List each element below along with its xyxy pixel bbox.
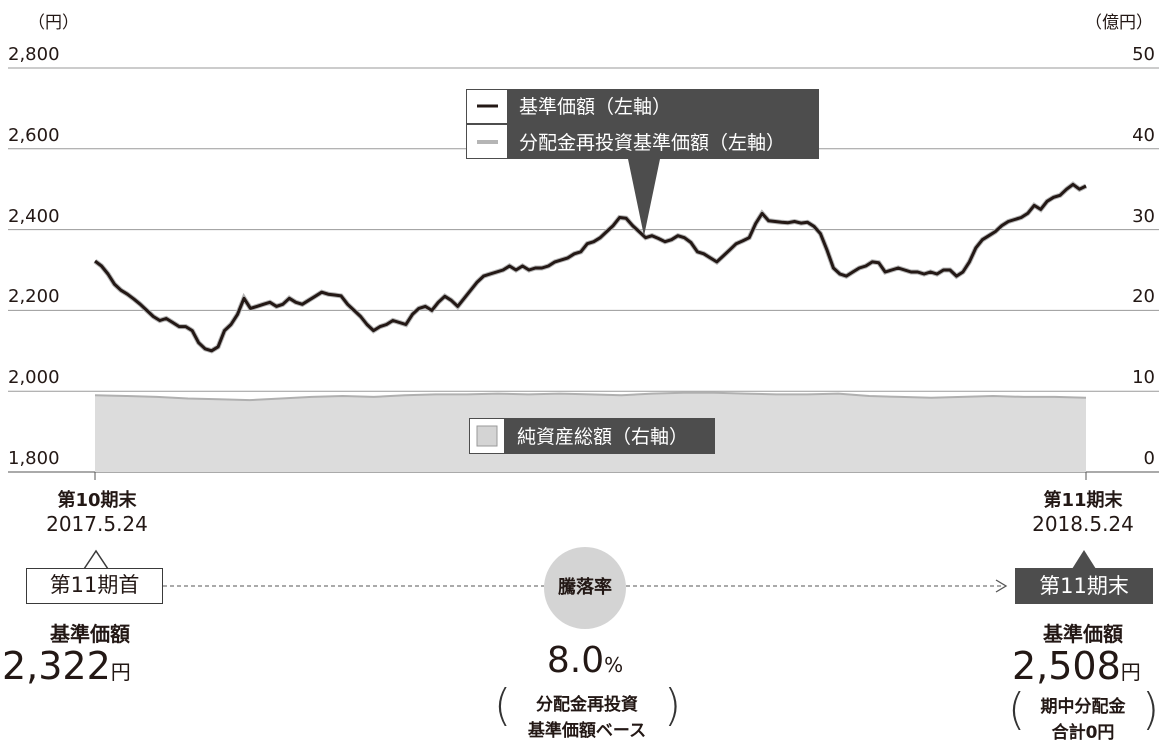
end-nav-label: 基準価額 bbox=[1043, 622, 1123, 646]
legend-lines: 基準価額（左軸） 分配金再投資基準価額（左軸） bbox=[466, 89, 819, 236]
end-pointer bbox=[1072, 550, 1096, 569]
end-period-box: 第11期末 bbox=[1015, 568, 1153, 604]
x-start-period: 第10期末 bbox=[57, 490, 137, 511]
change-unit: % bbox=[604, 653, 624, 677]
x-end-date: 2018.5.24 bbox=[1032, 512, 1134, 536]
left-axis-unit: （円） bbox=[28, 13, 79, 33]
end-nav-unit: 円 bbox=[1120, 660, 1141, 684]
start-nav-label: 基準価額 bbox=[50, 622, 130, 646]
right-axis-tick: 50 bbox=[1132, 44, 1155, 65]
legend-assets-label: 純資産総額（右軸） bbox=[517, 426, 688, 448]
change-rate-badge: 騰落率 bbox=[544, 547, 626, 629]
right-axis-tick: 30 bbox=[1132, 205, 1155, 227]
left-axis-tick: 1,800 bbox=[8, 448, 60, 469]
end-paren-left: ( bbox=[1008, 684, 1026, 735]
change-note-1: 分配金再投資 bbox=[536, 695, 638, 715]
left-axis-tick: 2,000 bbox=[8, 367, 60, 389]
legend-nav-label: 基準価額（左軸） bbox=[519, 96, 671, 118]
start-nav-unit: 円 bbox=[110, 660, 131, 684]
start-nav-value: 2,322 bbox=[2, 644, 111, 688]
left-axis-tick: 2,600 bbox=[8, 124, 60, 146]
left-axis-tick: 2,800 bbox=[8, 44, 60, 65]
end-paren-right: ) bbox=[1142, 684, 1159, 735]
end-note-1: 期中分配金 bbox=[1040, 697, 1126, 717]
legend-assets-box bbox=[469, 418, 715, 454]
right-axis-tick: 0 bbox=[1143, 448, 1155, 469]
change-note-2: 基準価額ベース bbox=[527, 721, 647, 741]
legend-pointer bbox=[628, 159, 660, 236]
right-axis-tick: 10 bbox=[1132, 367, 1155, 389]
end-note-2: 合計0円 bbox=[1051, 723, 1115, 743]
note-paren-right: ) bbox=[664, 680, 682, 731]
x-start-date: 2017.5.24 bbox=[46, 512, 148, 536]
net-assets-edge bbox=[94, 391, 1087, 402]
connector-arrow bbox=[995, 579, 1008, 593]
x-end-period: 第11期末 bbox=[1043, 490, 1123, 511]
left-axis-tick: 2,400 bbox=[8, 205, 60, 227]
legend-reinvest-label: 分配金再投資基準価額（左軸） bbox=[519, 132, 785, 154]
right-axis-tick: 40 bbox=[1132, 124, 1155, 146]
left-axis-tick: 2,200 bbox=[8, 286, 60, 308]
legend-assets-swatch bbox=[476, 425, 498, 447]
end-nav-value: 2,508 bbox=[1012, 644, 1121, 688]
legend-assets: 純資産総額（右軸） bbox=[469, 418, 715, 454]
change-value: 8.0 bbox=[546, 640, 605, 681]
start-pointer bbox=[82, 549, 110, 570]
end-nav-value-wrap: 2,508円 bbox=[1012, 644, 1141, 688]
axis-ticks bbox=[94, 472, 1087, 480]
change-value-wrap: 8.0% bbox=[510, 640, 660, 681]
start-period-box: 第11期首 bbox=[26, 568, 163, 604]
reinvest-nav-line bbox=[93, 181, 1088, 354]
right-axis-tick: 20 bbox=[1132, 286, 1155, 308]
legend-box bbox=[466, 89, 819, 159]
start-nav-value-wrap: 2,322円 bbox=[2, 644, 131, 688]
right-axis-unit: （億円） bbox=[1085, 13, 1153, 33]
nav-line bbox=[94, 182, 1087, 353]
note-paren-left: ( bbox=[494, 680, 512, 731]
